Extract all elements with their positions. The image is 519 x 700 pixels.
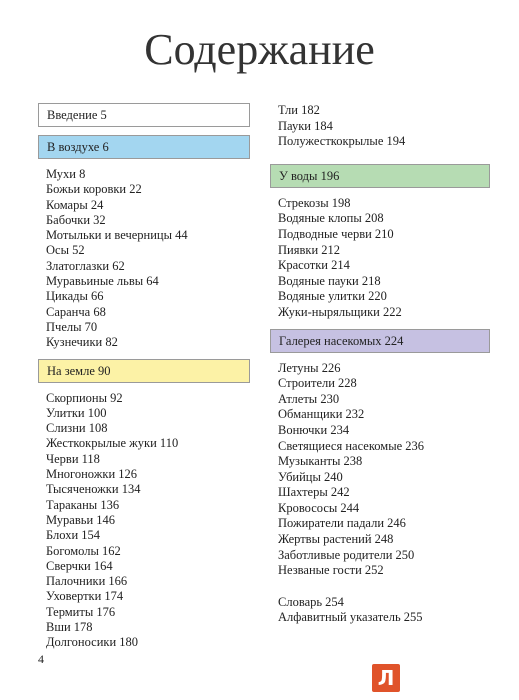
toc-entry: Сверчки 164 [46, 558, 113, 573]
toc-entry: Скорпионы 92 [46, 390, 123, 405]
toc-entry: Комары 24 [46, 197, 104, 212]
toc-entry: Убийцы 240 [278, 469, 343, 484]
toc-entry: Кузнечики 82 [46, 335, 118, 350]
toc-entry: Долгоносики 180 [46, 635, 139, 650]
toc-entry: Уховертки 174 [46, 589, 124, 604]
toc-entry: Многоножки 126 [46, 467, 138, 482]
toc-entry: Златоглазки 62 [46, 258, 125, 273]
toc-entry: Светящиеся насекомые 236 [278, 438, 425, 453]
toc-entry: Жуки-ныряльщики 222 [278, 304, 402, 319]
section-heading: У воды 196 [270, 163, 490, 188]
toc-entry: Жесткокрылые жуки 110 [46, 436, 179, 451]
toc-entry: Шахтеры 242 [278, 485, 350, 500]
toc-section: На земле 90 Скорпионы 92 Улитки 100 Слизни … [38, 358, 250, 651]
toc-entry: Тли 182 [278, 103, 320, 117]
toc-entry: Блохи 154 [46, 528, 101, 543]
toc-entry: Термиты 176 [46, 604, 116, 619]
toc-entry: Заботливые родители 250 [278, 547, 415, 562]
toc-entry: Тысяченожки 134 [46, 482, 141, 497]
toc-entry: Слизни 108 [46, 421, 108, 436]
toc-entry: Богомолы 162 [46, 543, 121, 558]
toc-entry: Палочники 166 [46, 574, 128, 589]
toc-column: Тли 182 Пауки 184 Полужесткокрылые 194 У во… [270, 103, 490, 634]
toc-entry: Водяные клопы 208 [278, 211, 384, 226]
toc-entry: Жертвы растений 248 [278, 532, 394, 547]
toc-entry: Муравьиные львы 64 [46, 274, 159, 289]
toc-entry: Тараканы 136 [46, 497, 120, 512]
toc-entry: Черви 118 [46, 451, 100, 466]
toc-entry: Кровососы 244 [278, 500, 360, 515]
toc-section: Введение 5 [38, 103, 250, 127]
toc-entry: Улитки 100 [46, 405, 107, 420]
section-heading: Галерея насекомых 224 [270, 328, 490, 353]
toc-entry: Обманщики 232 [278, 407, 365, 422]
toc-entry: Пиявки 212 [278, 242, 341, 257]
toc-section: В воздухе 6 Мухи 8 Божьи коровки 22 Комары … [38, 135, 250, 351]
toc-entry: Летуны 226 [278, 360, 341, 375]
toc-section: Галерея насекомых 224 Летуны 226 Строители… [270, 328, 490, 579]
publisher-logo: Л [372, 664, 400, 692]
toc-entry: Полужесткокрылые 194 [278, 134, 406, 149]
page-title: Содержание [144, 25, 375, 74]
toc-entry: Словарь 254 [278, 594, 344, 609]
toc-entry: Атлеты 230 [278, 391, 340, 406]
toc-entry: Пчелы 70 [46, 319, 98, 334]
toc-entry: Цикады 66 [46, 289, 104, 304]
toc-entry: Пожиратели падали 246 [278, 516, 406, 531]
toc-section: У воды 196 Стрекозы 198 Водяные клопы 208 П… [270, 163, 490, 321]
toc-column: Введение 5 В воздухе 6 Мухи 8 Божьи коровки… [38, 103, 250, 659]
page-number: 4 [38, 652, 44, 666]
toc-entry: Музыканты 238 [278, 454, 363, 469]
toc-entry: Осы 52 [46, 243, 85, 258]
toc-section: Словарь 254 Алфавитный указатель 255 [270, 595, 490, 626]
toc-entry: Стрекозы 198 [278, 195, 351, 210]
section-heading: На земле 90 [38, 358, 250, 383]
section-heading: В воздухе 6 [38, 135, 250, 159]
toc-section: Тли 182 Пауки 184 Полужесткокрылые 194 [270, 103, 490, 150]
toc-entry: Бабочки 32 [46, 212, 106, 227]
toc-entry: Строители 228 [278, 376, 357, 391]
toc-entry: Водяные пауки 218 [278, 273, 381, 288]
toc-entry: Мотыльки и вечерницы 44 [46, 228, 188, 243]
toc-entry: Саранча 68 [46, 304, 106, 319]
toc-entry: Незваные гости 252 [278, 563, 384, 578]
toc-entry: Красотки 214 [278, 258, 350, 273]
toc-entry: Подводные черви 210 [278, 226, 394, 241]
toc-entry: Вонючки 234 [278, 422, 350, 437]
toc-entry: Вши 178 [46, 620, 93, 635]
toc-entry: Пауки 184 [278, 118, 333, 133]
toc-entry: Божьи коровки 22 [46, 182, 142, 197]
toc-entry: Водяные улитки 220 [278, 289, 387, 304]
toc-entry: Мухи 8 [46, 167, 86, 181]
section-heading: Введение 5 [38, 103, 250, 127]
toc-entry: Муравьи 146 [46, 512, 116, 527]
toc-entry: Алфавитный указатель 255 [278, 610, 423, 625]
